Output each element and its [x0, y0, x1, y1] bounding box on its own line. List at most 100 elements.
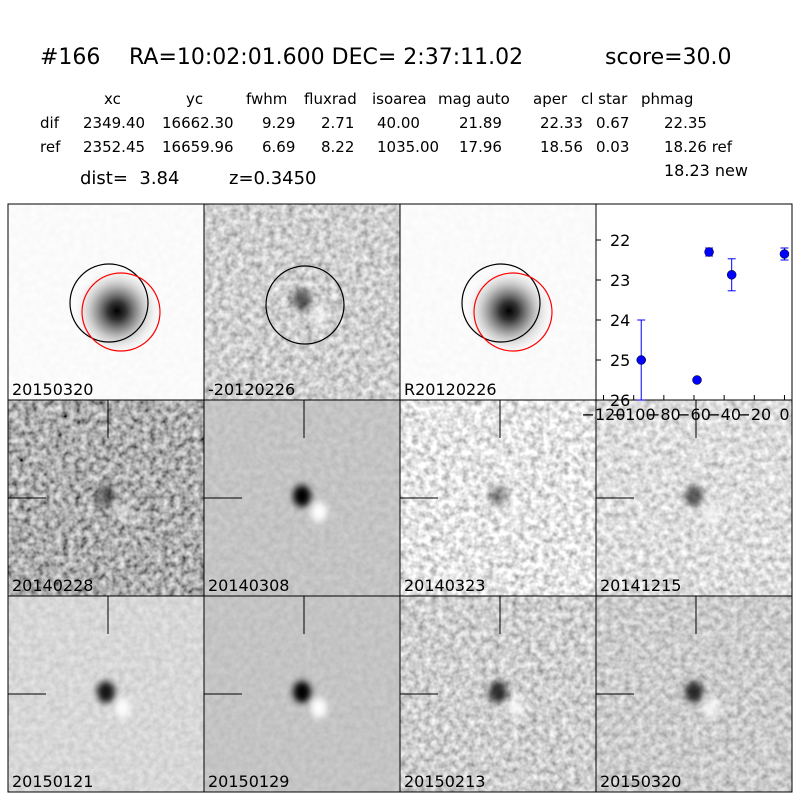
y-tick-label: 22	[610, 231, 630, 250]
table-cell: 21.89	[459, 114, 502, 132]
bright-lobe	[507, 502, 523, 522]
table-cell: 0.03	[596, 138, 629, 156]
aperture	[473, 272, 553, 352]
bright-lobe	[703, 698, 719, 718]
y-tick-label: 23	[610, 271, 630, 290]
dark-lobe	[293, 289, 311, 311]
stamp	[8, 204, 204, 400]
dark-lobe	[97, 681, 115, 703]
x-tick-label: 0	[779, 405, 789, 424]
dark-lobe	[489, 485, 507, 507]
x-tick-label: −40	[707, 405, 741, 424]
table-cell: 8.22	[321, 138, 354, 156]
new-mag: 18.23 new	[664, 161, 748, 180]
point	[726, 270, 737, 280]
table-cell: 22.33	[540, 114, 583, 132]
stamp	[596, 596, 792, 792]
column-header: mag auto	[438, 90, 510, 108]
table-cell: 2.71	[321, 114, 354, 132]
stamp-label: 20150129	[208, 772, 289, 791]
table-cell: 22.35	[664, 114, 707, 132]
frame	[595, 595, 793, 793]
stamp	[204, 400, 400, 596]
stamp	[596, 400, 792, 596]
column-header: yc	[186, 90, 203, 108]
stamp	[400, 596, 596, 792]
stamp-label: 20150121	[12, 772, 93, 791]
dark-lobe	[685, 485, 703, 507]
column-header: phmag	[641, 90, 693, 108]
stamp	[204, 204, 400, 400]
stamp-label: 20140308	[208, 576, 289, 595]
table-cell: 9.29	[262, 114, 295, 132]
y-tick-label: 26	[610, 391, 630, 410]
coordinates: RA=10:02:01.600 DEC= 2:37:11.02	[129, 45, 523, 70]
x-tick-label: −60	[677, 405, 711, 424]
stamp	[400, 400, 596, 596]
stamp-label: 20141215	[600, 576, 681, 595]
stamp	[8, 400, 204, 596]
stamp	[204, 596, 400, 792]
table-cell: 2352.45	[83, 138, 145, 156]
stamp-label: 20150320	[600, 772, 681, 791]
table-cell: 17.96	[459, 138, 502, 156]
bright-lobe	[311, 698, 327, 718]
score: score=30.0	[605, 45, 732, 70]
stamp	[8, 596, 204, 792]
table-cell: 18.26 ref	[664, 138, 733, 156]
column-header: fwhm	[246, 90, 287, 108]
table-cell: ref	[40, 138, 61, 156]
stamp-label: 20150320	[12, 380, 93, 399]
stamp	[400, 204, 596, 400]
x-tick-label: −120	[582, 405, 626, 424]
column-header: aper	[533, 90, 568, 108]
point	[636, 355, 646, 365]
stamp-label: R20120226	[404, 380, 497, 399]
aperture	[81, 272, 161, 352]
bright-lobe	[311, 306, 327, 326]
dark-lobe	[489, 681, 507, 703]
distance: dist= 3.84	[80, 168, 179, 189]
stamp-label: 20140323	[404, 576, 485, 595]
aperture	[265, 265, 345, 345]
column-header: isoarea	[372, 90, 427, 108]
dark-lobe	[293, 681, 311, 703]
object-id: #166	[40, 45, 100, 70]
aperture	[69, 263, 149, 343]
x-tick-label: −80	[647, 405, 681, 424]
point	[692, 375, 702, 385]
bright-lobe	[703, 502, 719, 522]
bright-lobe	[311, 502, 327, 522]
point	[704, 247, 714, 257]
dark-lobe	[293, 485, 311, 507]
table-cell: 1035.00	[377, 138, 439, 156]
galaxy	[464, 266, 554, 356]
dark-lobe	[685, 681, 703, 703]
table-cell: 6.69	[262, 138, 295, 156]
column-header: cl star	[581, 90, 628, 108]
table-cell: 40.00	[377, 114, 420, 132]
galaxy	[72, 266, 162, 356]
point	[779, 249, 790, 259]
table-cell: 2349.40	[83, 114, 145, 132]
table-cell: 18.56	[540, 138, 583, 156]
dark-lobe	[97, 485, 115, 507]
y-tick-label: 25	[610, 351, 630, 370]
stamp-label: 20150213	[404, 772, 485, 791]
x-tick-label: −20	[737, 405, 771, 424]
column-header: xc	[104, 90, 121, 108]
table-cell: 0.67	[596, 114, 629, 132]
bright-lobe	[507, 698, 523, 718]
bright-lobe	[115, 698, 131, 718]
table-cell: dif	[40, 114, 60, 132]
aperture	[461, 263, 541, 343]
table-cell: 16659.96	[162, 138, 234, 156]
bright-lobe	[115, 502, 131, 522]
column-header: fluxrad	[304, 90, 357, 108]
stamp-label: 20140228	[12, 576, 93, 595]
redshift: z=0.3450	[229, 168, 317, 189]
table-cell: 16662.30	[162, 114, 234, 132]
x-tick-label: −100	[612, 405, 656, 424]
stamp-label: -20120226	[208, 380, 295, 399]
